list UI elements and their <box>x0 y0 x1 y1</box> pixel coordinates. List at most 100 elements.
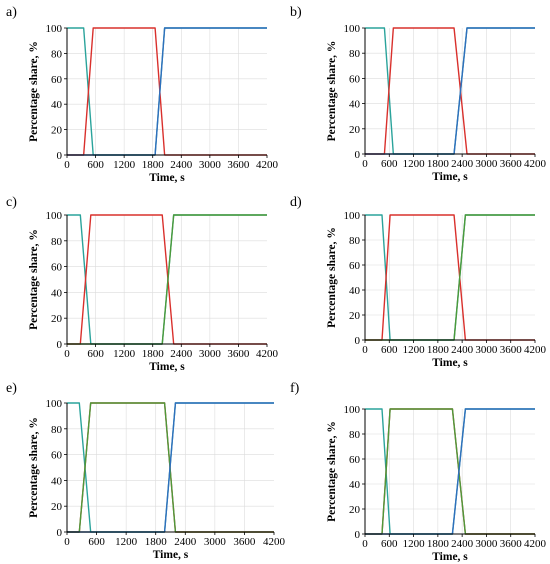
x-tick-label: 1800 <box>142 159 165 171</box>
x-tick-label: 3600 <box>500 538 523 550</box>
panel-label: a) <box>6 5 17 20</box>
x-tick-label: 4200 <box>256 348 279 360</box>
plot-area <box>67 215 267 344</box>
x-tick-label: 2400 <box>451 538 474 550</box>
chart-panel-3: c) 0 600 1200 1800 2400 3000 3600 4200 0 20 40 60 80 1… <box>6 195 279 373</box>
plot-area <box>365 215 535 340</box>
y-tick-label: 20 <box>51 125 63 137</box>
y-tick-label: 60 <box>51 74 63 86</box>
y-tick-label: 40 <box>349 479 361 491</box>
y-axis-title: Percentage share, % <box>326 41 338 142</box>
x-tick-label: 4200 <box>263 536 286 548</box>
y-tick-label: 60 <box>349 73 361 85</box>
x-tick-label: 1200 <box>115 536 138 548</box>
x-tick-label: 0 <box>362 538 368 550</box>
x-tick-label: 1800 <box>427 158 450 170</box>
x-tick-label: 0 <box>362 158 368 170</box>
x-tick-label: 600 <box>381 538 398 550</box>
x-tick-label: 1200 <box>113 159 136 171</box>
x-tick-label: 4200 <box>524 538 547 550</box>
x-tick-label: 0 <box>64 159 70 171</box>
x-tick-label: 2400 <box>170 159 193 171</box>
panel-label: b) <box>290 5 302 20</box>
x-tick-label: 600 <box>381 158 398 170</box>
x-tick-label: 2400 <box>170 348 193 360</box>
x-tick-label: 0 <box>362 344 368 356</box>
x-tick-label: 1200 <box>403 344 426 356</box>
x-axis-title: Time, s <box>432 357 468 369</box>
y-tick-label: 0 <box>57 339 63 351</box>
plot-area <box>365 409 535 534</box>
y-tick-label: 100 <box>344 210 361 222</box>
y-tick-label: 40 <box>51 475 63 487</box>
chart-panel-5: e) 0 600 1200 1800 2400 3000 3600 4200 0 20 40 60 80 1… <box>6 381 286 561</box>
plot-area <box>67 28 267 155</box>
x-tick-label: 600 <box>87 348 104 360</box>
y-axis-title: Percentage share, % <box>326 227 338 328</box>
y-axis-title: Percentage share, % <box>28 229 40 330</box>
chart-panel-1: a) 0 600 1200 1800 2400 3000 3600 4200 0 20 40 60 80 1… <box>6 5 279 184</box>
y-tick-label: 20 <box>349 124 361 136</box>
y-tick-label: 0 <box>57 527 63 539</box>
panel-label: e) <box>6 381 17 396</box>
x-tick-label: 3000 <box>475 344 498 356</box>
x-axis-title: Time, s <box>432 551 468 563</box>
x-axis-title: Time, s <box>153 549 189 561</box>
x-tick-label: 3000 <box>475 538 498 550</box>
x-axis-title: Time, s <box>432 171 468 183</box>
x-tick-label: 4200 <box>524 344 547 356</box>
y-tick-label: 20 <box>51 501 63 513</box>
x-tick-label: 3600 <box>233 536 256 548</box>
y-tick-label: 0 <box>57 150 63 162</box>
x-tick-label: 600 <box>87 159 104 171</box>
y-tick-label: 80 <box>51 48 63 60</box>
x-tick-label: 4200 <box>256 159 279 171</box>
y-tick-label: 20 <box>349 310 361 322</box>
x-tick-label: 1200 <box>403 538 426 550</box>
y-tick-label: 40 <box>349 285 361 297</box>
x-tick-label: 1800 <box>145 536 168 548</box>
x-tick-label: 3000 <box>199 348 222 360</box>
y-tick-label: 40 <box>51 99 63 111</box>
y-tick-label: 60 <box>51 262 63 274</box>
chart-panel-4: d) 0 600 1200 1800 2400 3000 3600 4200 0 20 40 60 80 1… <box>290 195 547 369</box>
x-tick-label: 3000 <box>204 536 227 548</box>
x-tick-label: 1800 <box>427 538 450 550</box>
x-tick-label: 3600 <box>227 159 250 171</box>
y-axis-title: Percentage share, % <box>28 417 40 518</box>
x-tick-label: 3600 <box>227 348 250 360</box>
y-tick-label: 60 <box>349 454 361 466</box>
chart-panel-2: b) 0 600 1200 1800 2400 3000 3600 4200 0 20 40 60 80 1… <box>290 5 547 183</box>
plot-area <box>365 28 535 154</box>
x-tick-label: 1200 <box>403 158 426 170</box>
y-tick-label: 40 <box>349 99 361 111</box>
x-axis-title: Time, s <box>149 172 185 184</box>
x-axis-title: Time, s <box>149 361 185 373</box>
y-tick-label: 20 <box>349 504 361 516</box>
x-tick-label: 4200 <box>524 158 547 170</box>
y-tick-label: 80 <box>349 235 361 247</box>
x-tick-label: 3000 <box>475 158 498 170</box>
x-tick-label: 2400 <box>451 344 474 356</box>
y-tick-label: 20 <box>51 313 63 325</box>
x-tick-label: 3000 <box>199 159 222 171</box>
y-tick-label: 40 <box>51 287 63 299</box>
x-tick-label: 3600 <box>500 344 523 356</box>
panel-label: c) <box>6 195 17 210</box>
x-tick-label: 600 <box>88 536 105 548</box>
y-tick-label: 0 <box>355 149 361 161</box>
x-tick-label: 0 <box>64 536 70 548</box>
panel-label: d) <box>290 195 302 210</box>
y-tick-label: 100 <box>344 404 361 416</box>
y-tick-label: 60 <box>349 260 361 272</box>
x-tick-label: 1800 <box>142 348 165 360</box>
y-tick-label: 80 <box>51 424 63 436</box>
x-tick-label: 3600 <box>500 158 523 170</box>
x-tick-label: 2400 <box>451 158 474 170</box>
x-tick-label: 0 <box>64 348 70 360</box>
chart-panel-6: f) 0 600 1200 1800 2400 3000 3600 4200 0 20 40 60 80 1… <box>290 381 547 563</box>
y-tick-label: 0 <box>355 529 361 541</box>
x-tick-label: 2400 <box>174 536 197 548</box>
y-tick-label: 80 <box>51 236 63 248</box>
